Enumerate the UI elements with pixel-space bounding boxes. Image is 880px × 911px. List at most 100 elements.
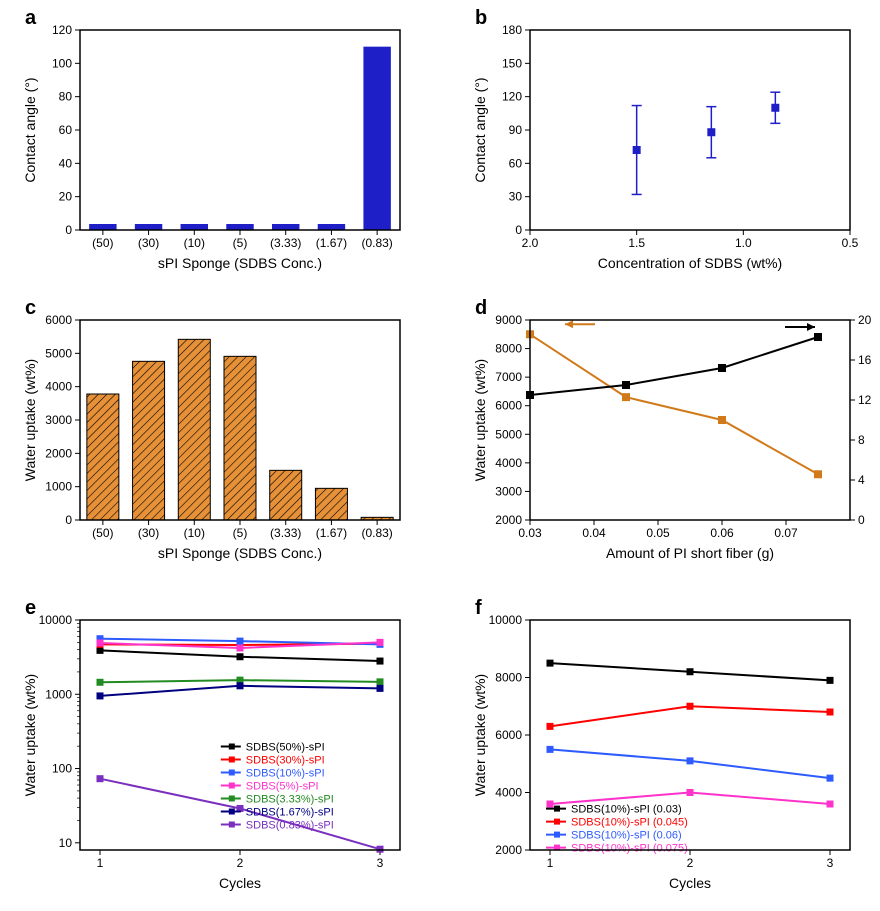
bar xyxy=(89,224,116,230)
data-point xyxy=(633,146,641,154)
svg-text:0.5: 0.5 xyxy=(842,236,859,250)
data-point xyxy=(814,333,822,341)
svg-text:6000: 6000 xyxy=(45,313,72,327)
bar xyxy=(363,47,390,230)
svg-text:6000: 6000 xyxy=(495,728,522,742)
svg-text:1.0: 1.0 xyxy=(735,236,752,250)
data-point xyxy=(97,640,104,647)
data-point xyxy=(827,677,834,684)
figure-wrap: a020406080100120(50)(30)(10)(5)(3.33)(1.… xyxy=(0,0,880,911)
data-point xyxy=(377,658,384,665)
svg-text:0.07: 0.07 xyxy=(774,526,798,540)
svg-text:4000: 4000 xyxy=(495,456,522,470)
svg-text:(10): (10) xyxy=(184,236,205,250)
bar xyxy=(87,394,119,520)
svg-text:60: 60 xyxy=(59,123,73,137)
svg-text:4000: 4000 xyxy=(45,380,72,394)
svg-text:Water uptake (wt%): Water uptake (wt%) xyxy=(22,674,38,796)
svg-text:8000: 8000 xyxy=(495,671,522,685)
data-point xyxy=(547,723,554,730)
figure-svg: a020406080100120(50)(30)(10)(5)(3.33)(1.… xyxy=(0,0,880,911)
svg-text:4000: 4000 xyxy=(495,786,522,800)
svg-text:3: 3 xyxy=(377,856,384,870)
svg-text:2: 2 xyxy=(687,856,694,870)
svg-text:0: 0 xyxy=(65,223,72,237)
legend-label: SDBS(10%)-sPI xyxy=(246,768,325,780)
data-point xyxy=(377,639,384,646)
svg-text:120: 120 xyxy=(502,90,522,104)
svg-text:6000: 6000 xyxy=(495,399,522,413)
svg-text:(1.67): (1.67) xyxy=(316,236,347,250)
svg-text:16: 16 xyxy=(858,353,872,367)
bar xyxy=(178,339,210,520)
svg-text:Concentration of SDBS (wt%): Concentration of SDBS (wt%) xyxy=(598,255,782,271)
legend-label: SDBS(50%)-sPI xyxy=(246,742,325,754)
legend-label: SDBS(10%)-sPI (0.045) xyxy=(571,817,688,829)
data-point xyxy=(718,364,726,372)
bar xyxy=(315,488,347,520)
data-point xyxy=(718,416,726,424)
svg-text:100: 100 xyxy=(52,762,72,776)
bar xyxy=(318,224,345,230)
data-point xyxy=(687,668,694,675)
bar xyxy=(135,224,162,230)
data-point xyxy=(377,685,384,692)
data-point xyxy=(622,381,630,389)
svg-text:0.04: 0.04 xyxy=(582,526,606,540)
data-point xyxy=(687,789,694,796)
data-point xyxy=(814,470,822,478)
svg-text:1000: 1000 xyxy=(45,480,72,494)
svg-text:2: 2 xyxy=(237,856,244,870)
svg-text:(3.33): (3.33) xyxy=(270,526,301,540)
data-point xyxy=(377,678,384,685)
svg-text:Water uptake (wt%): Water uptake (wt%) xyxy=(472,674,488,796)
svg-text:40: 40 xyxy=(59,156,73,170)
svg-text:10000: 10000 xyxy=(489,613,523,627)
svg-text:180: 180 xyxy=(502,23,522,37)
svg-text:0: 0 xyxy=(858,513,865,527)
svg-text:9000: 9000 xyxy=(495,313,522,327)
data-point xyxy=(547,801,554,808)
svg-text:60: 60 xyxy=(509,156,523,170)
svg-text:4: 4 xyxy=(858,473,865,487)
svg-text:Contact angle (°): Contact angle (°) xyxy=(22,77,38,182)
data-point xyxy=(771,104,779,112)
bar xyxy=(224,356,256,520)
svg-text:12: 12 xyxy=(858,393,872,407)
data-point xyxy=(687,757,694,764)
data-point xyxy=(237,644,244,651)
legend-label: SDBS(0.83%)-sPI xyxy=(246,820,334,832)
svg-text:1000: 1000 xyxy=(45,687,72,701)
svg-text:Amount of PI short fiber (g): Amount of PI short fiber (g) xyxy=(606,545,774,561)
legend-label: SDBS(10%)-sPI (0.03) xyxy=(571,804,682,816)
svg-text:(1.67): (1.67) xyxy=(316,526,347,540)
svg-text:1: 1 xyxy=(97,856,104,870)
data-point xyxy=(687,703,694,710)
svg-text:0.05: 0.05 xyxy=(646,526,670,540)
svg-text:(10): (10) xyxy=(184,526,205,540)
svg-text:10: 10 xyxy=(59,836,73,850)
svg-text:sPI Sponge (SDBS Conc.): sPI Sponge (SDBS Conc.) xyxy=(158,545,322,561)
svg-text:(50): (50) xyxy=(92,236,113,250)
svg-text:0.06: 0.06 xyxy=(710,526,734,540)
svg-text:1: 1 xyxy=(547,856,554,870)
legend-label: SDBS(10%)-sPI (0.075) xyxy=(571,843,688,855)
bar xyxy=(181,224,208,230)
svg-text:20: 20 xyxy=(59,190,73,204)
data-point xyxy=(237,638,244,645)
svg-text:7000: 7000 xyxy=(495,370,522,384)
data-point xyxy=(547,746,554,753)
svg-text:(3.33): (3.33) xyxy=(270,236,301,250)
svg-text:3: 3 xyxy=(827,856,834,870)
panel-label: b xyxy=(475,7,487,29)
svg-text:Cycles: Cycles xyxy=(669,875,711,891)
data-point xyxy=(237,682,244,689)
svg-text:2.0: 2.0 xyxy=(522,236,539,250)
svg-text:2000: 2000 xyxy=(495,513,522,527)
svg-text:150: 150 xyxy=(502,56,522,70)
svg-text:3000: 3000 xyxy=(495,484,522,498)
legend-label: SDBS(1.67%)-sPI xyxy=(246,807,334,819)
svg-text:0: 0 xyxy=(65,513,72,527)
svg-text:30: 30 xyxy=(509,190,523,204)
svg-text:(30): (30) xyxy=(138,236,159,250)
